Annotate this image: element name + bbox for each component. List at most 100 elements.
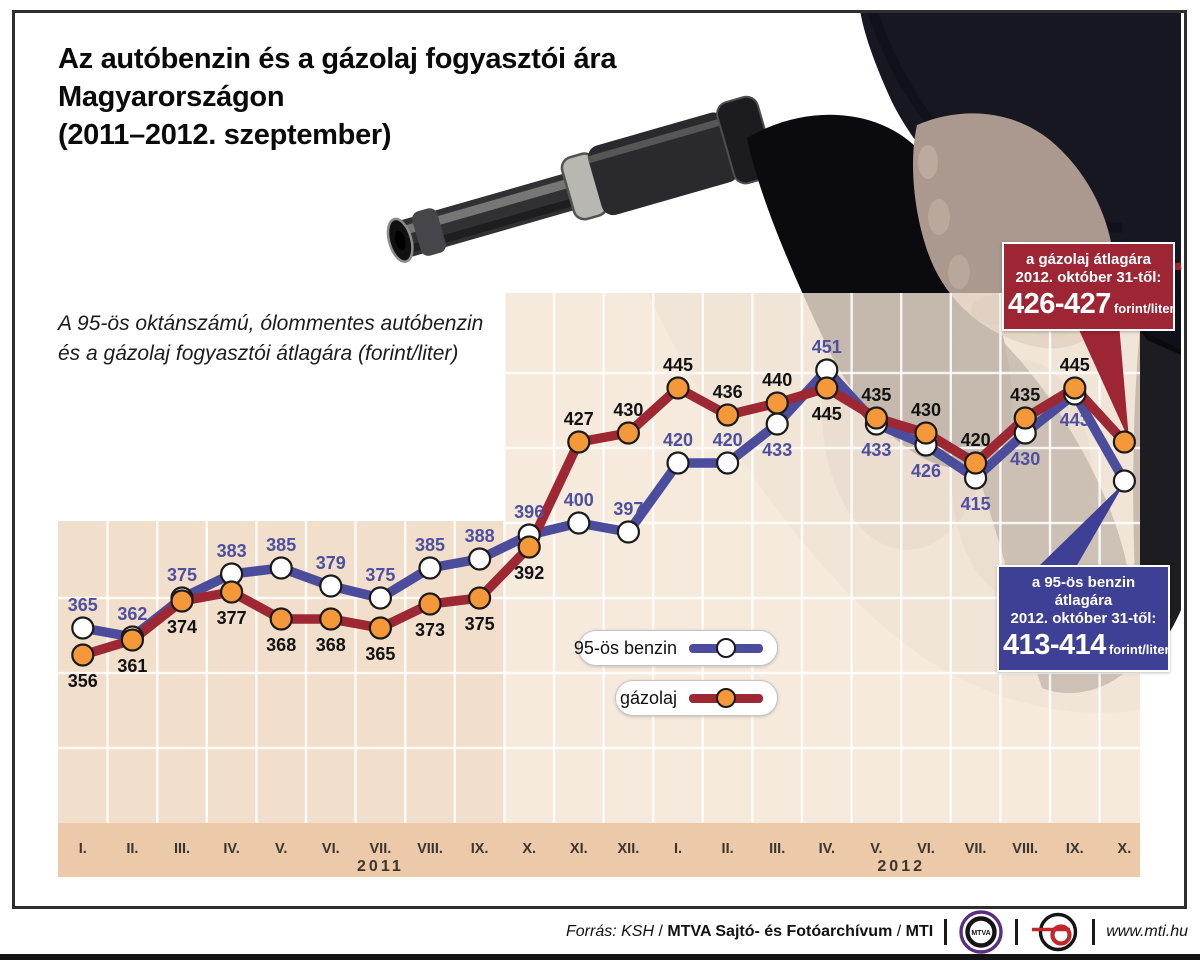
- value-label-0: 365: [68, 595, 98, 615]
- value-label-1: 440: [762, 370, 792, 390]
- legend-label: 95-ös benzin: [573, 637, 677, 658]
- value-label-0: 443: [1060, 410, 1090, 430]
- data-point-1: [567, 430, 591, 454]
- svg-text:MTVA: MTVA: [972, 930, 991, 937]
- callout-pointer-benzin: [1038, 482, 1125, 567]
- data-point-0: [567, 511, 591, 535]
- data-point-0: [71, 616, 95, 640]
- data-point-0: [269, 556, 293, 580]
- data-point-0: [616, 520, 641, 544]
- value-label-1: 435: [1010, 385, 1040, 405]
- website-url: www.mti.hu: [1106, 923, 1188, 940]
- bottom-bar: [0, 954, 1200, 960]
- value-label-1: 445: [812, 404, 842, 424]
- value-label-0: 375: [167, 565, 197, 585]
- value-label-0: 388: [465, 526, 495, 546]
- h-gridline: [58, 671, 1140, 675]
- x-axis-band: [58, 823, 1140, 877]
- v-gridline: [255, 521, 258, 823]
- series-line-0: [78, 365, 1130, 642]
- data-point-1: [120, 628, 145, 652]
- value-label-1: 436: [713, 382, 743, 402]
- data-point-1: [864, 406, 889, 430]
- benzin-line-sample-icon: [689, 638, 763, 658]
- callout-text: 2012. október 31-től:: [1015, 269, 1162, 286]
- value-label-0: 397: [613, 499, 643, 519]
- year-label: 2012: [877, 858, 925, 875]
- data-point-1: [71, 643, 95, 667]
- v-gridline: [751, 293, 754, 823]
- value-label-0: 362: [117, 604, 147, 624]
- v-gridline: [404, 521, 407, 823]
- poster-frame: 365 362 375 383 385 379 375 385 388 396 400 397 420 4…: [12, 10, 1187, 909]
- v-gridline: [949, 293, 952, 823]
- data-point-0: [319, 574, 343, 598]
- legend-item-gazolaj: gázolaj: [615, 680, 778, 716]
- data-point-0: [666, 451, 690, 475]
- value-label-0: 383: [217, 541, 247, 561]
- chart-subtitle: A 95-ös oktánszámú, ólommentes autóbenzi…: [58, 309, 483, 369]
- divider: [1015, 919, 1019, 945]
- v-gridline: [304, 521, 308, 823]
- data-point-1: [418, 592, 442, 616]
- data-point-1: [368, 616, 392, 640]
- data-point-1: [170, 589, 194, 613]
- value-label-0: 379: [316, 553, 346, 573]
- value-label-0: 375: [365, 565, 395, 585]
- callout-value: 413-414: [1003, 629, 1106, 661]
- value-label-1: 445: [663, 355, 693, 375]
- value-label-0: 415: [961, 494, 991, 514]
- value-label-0: 451: [812, 337, 842, 357]
- data-point-1: [517, 535, 541, 559]
- page-title: Az autóbenzin és a gázolaj fogyasztói ár…: [58, 40, 616, 154]
- price-chart: 365 362 375 383 385 379 375 385 388 396 400 397 420 4…: [58, 293, 1140, 877]
- v-gridline: [652, 293, 655, 823]
- value-label-0: 420: [713, 430, 743, 450]
- data-point-1: [666, 376, 690, 400]
- legend-item-benzin: 95-ös benzin: [574, 630, 778, 666]
- value-label-1: 392: [514, 563, 544, 583]
- value-label-0: 385: [415, 535, 445, 555]
- title-line: Az autóbenzin és a gázolaj fogyasztói ár…: [58, 43, 617, 75]
- callout-pointer-gazolaj: [1070, 310, 1129, 440]
- callout-benzin: a 95-ös benzin átlagára 2012. október 31…: [997, 565, 1170, 672]
- value-label-1: 356: [68, 671, 98, 691]
- data-point-1: [319, 607, 343, 631]
- month-label: IX.: [471, 841, 489, 857]
- gazolaj-line-sample-icon: [689, 688, 763, 708]
- month-label: X.: [1118, 841, 1132, 857]
- value-label-1: 373: [415, 620, 445, 640]
- value-label-1: 365: [365, 644, 395, 664]
- month-label: IV.: [819, 841, 835, 857]
- title-line: Magyarországon: [58, 81, 285, 113]
- v-gridline: [354, 521, 357, 823]
- value-label-1: 435: [861, 385, 891, 405]
- value-label-0: 433: [762, 440, 792, 460]
- value-label-1: 430: [911, 400, 941, 420]
- value-label-1: 368: [266, 635, 296, 655]
- month-label: VIII.: [417, 841, 443, 857]
- data-point-1: [1063, 376, 1087, 400]
- value-label-0: 430: [1010, 449, 1040, 469]
- data-point-1: [914, 421, 938, 445]
- data-point-0: [468, 547, 492, 571]
- source-separator: /: [896, 923, 902, 940]
- data-point-1: [1112, 430, 1137, 454]
- v-gridline: [602, 293, 605, 823]
- month-label: II.: [722, 841, 734, 857]
- month-label: VIII.: [1012, 841, 1038, 857]
- month-label: V.: [870, 841, 882, 857]
- value-label-1: 420: [961, 430, 991, 450]
- value-label-1: 361: [117, 656, 147, 676]
- nozzle-spout: [386, 95, 776, 263]
- month-label: VI.: [917, 841, 935, 857]
- month-label: I.: [674, 841, 682, 857]
- source-separator: /: [658, 923, 663, 940]
- month-label: VI.: [322, 841, 340, 857]
- data-point-1: [963, 451, 988, 475]
- data-point-1: [220, 580, 244, 604]
- v-gridline: [156, 521, 159, 823]
- year-label: 2011: [357, 858, 404, 875]
- callout-gazolaj: a gázolaj átlagára 2012. október 31-től:…: [1002, 242, 1175, 331]
- data-point-1: [765, 391, 789, 415]
